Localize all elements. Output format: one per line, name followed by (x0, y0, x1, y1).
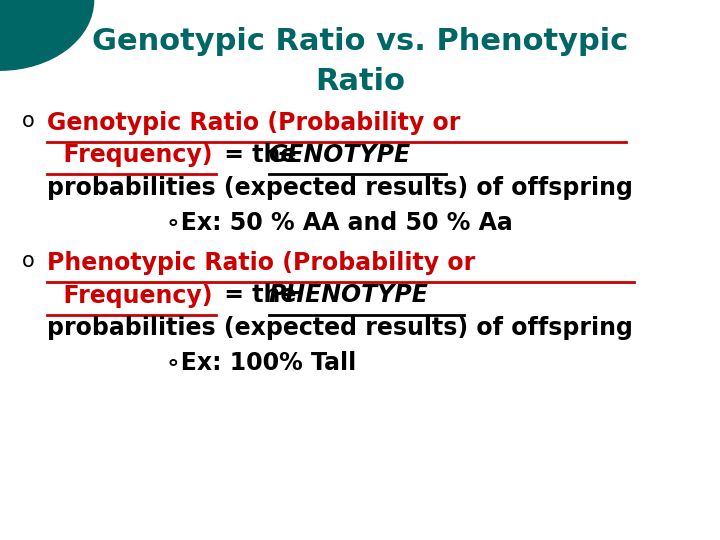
Text: = the: = the (216, 284, 305, 307)
Text: PHENOTYPE: PHENOTYPE (269, 284, 428, 307)
Wedge shape (0, 0, 94, 70)
Text: GENOTYPE: GENOTYPE (269, 143, 410, 167)
Text: Frequency): Frequency) (47, 284, 212, 307)
Text: probabilities (expected results) of offspring: probabilities (expected results) of offs… (47, 316, 633, 340)
Text: o: o (22, 251, 35, 271)
Text: ∘Ex: 50 % AA and 50 % Aa: ∘Ex: 50 % AA and 50 % Aa (166, 211, 513, 234)
Text: ∘Ex: 100% Tall: ∘Ex: 100% Tall (166, 351, 356, 375)
Text: Frequency): Frequency) (47, 143, 212, 167)
Text: Phenotypic Ratio (Probability or: Phenotypic Ratio (Probability or (47, 251, 475, 275)
Text: probabilities (expected results) of offspring: probabilities (expected results) of offs… (47, 176, 633, 199)
Text: o: o (22, 111, 35, 131)
Text: Ratio: Ratio (315, 68, 405, 97)
Text: Genotypic Ratio vs. Phenotypic: Genotypic Ratio vs. Phenotypic (92, 27, 628, 56)
Text: = the: = the (216, 143, 305, 167)
Text: Genotypic Ratio (Probability or: Genotypic Ratio (Probability or (47, 111, 460, 134)
